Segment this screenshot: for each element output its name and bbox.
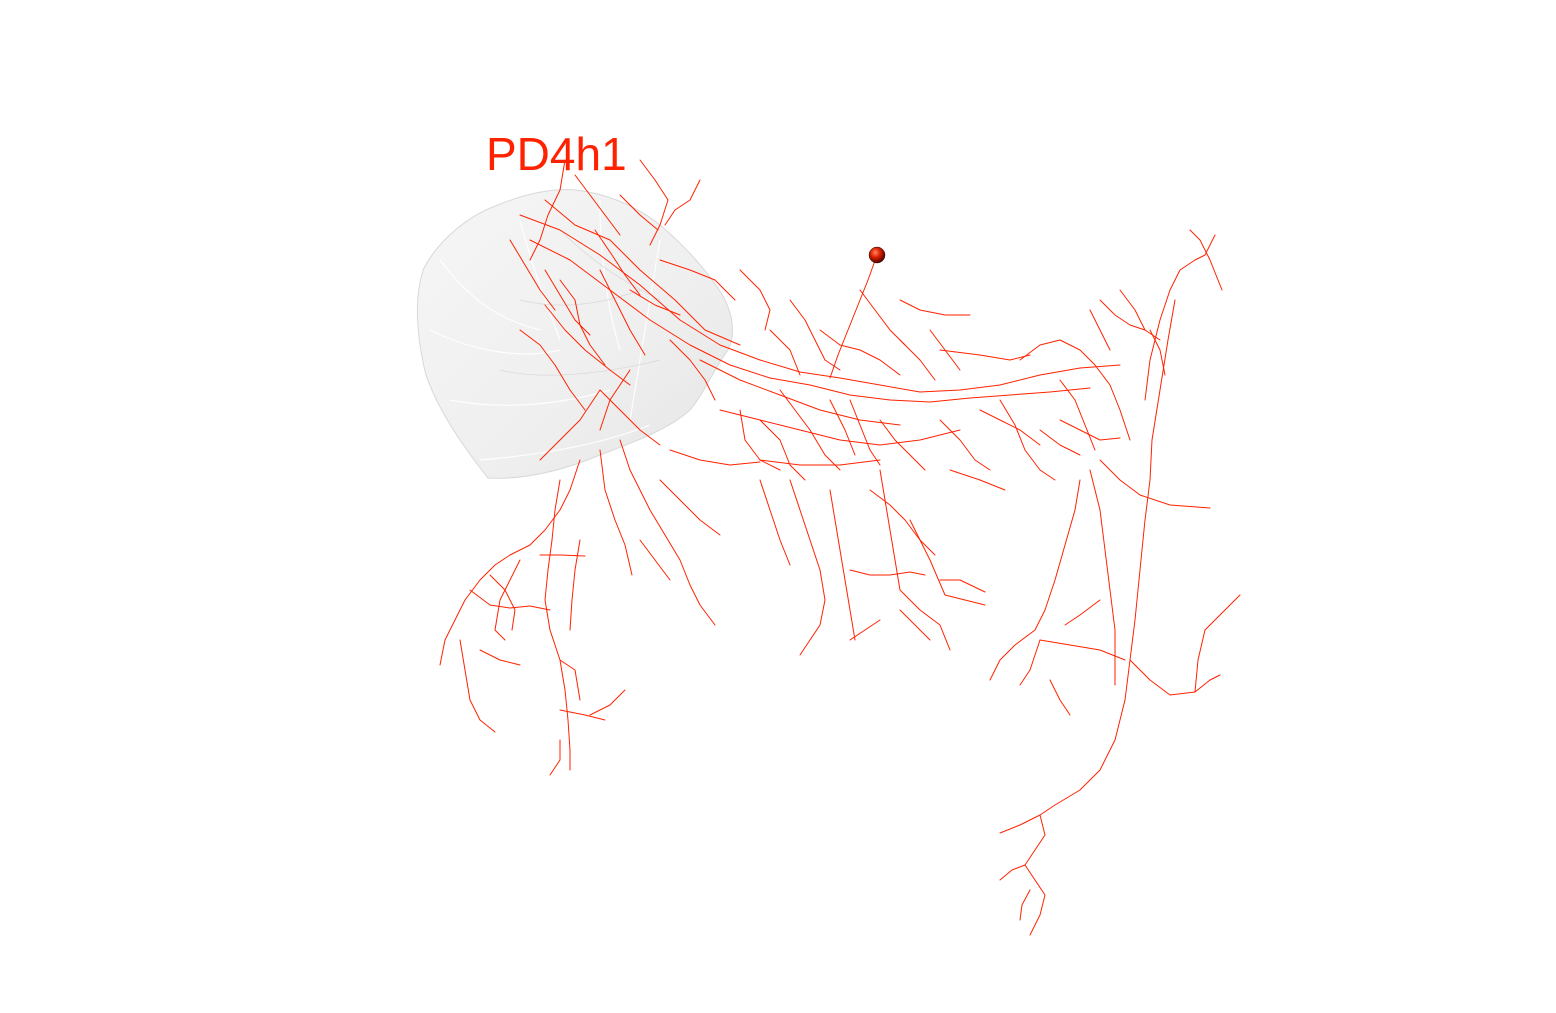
neuron-skeleton [439, 159, 1241, 936]
soma-sphere [868, 246, 886, 264]
neuron-label: PD4h1 [486, 128, 627, 180]
neuropil-mesh [416, 189, 734, 479]
